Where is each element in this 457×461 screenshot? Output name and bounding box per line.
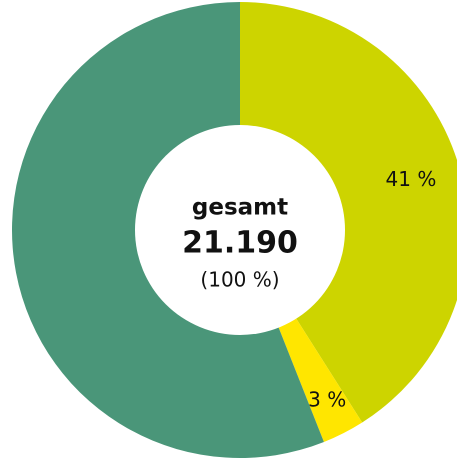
segment: [240, 2, 457, 423]
donut-hole: [135, 125, 345, 335]
center-share: (100 %): [200, 268, 279, 292]
segment-label: 41 %: [386, 167, 437, 191]
center-title: gesamt: [192, 195, 288, 221]
center-value: 21.190: [182, 226, 298, 261]
segment-label: 3 %: [308, 388, 346, 412]
